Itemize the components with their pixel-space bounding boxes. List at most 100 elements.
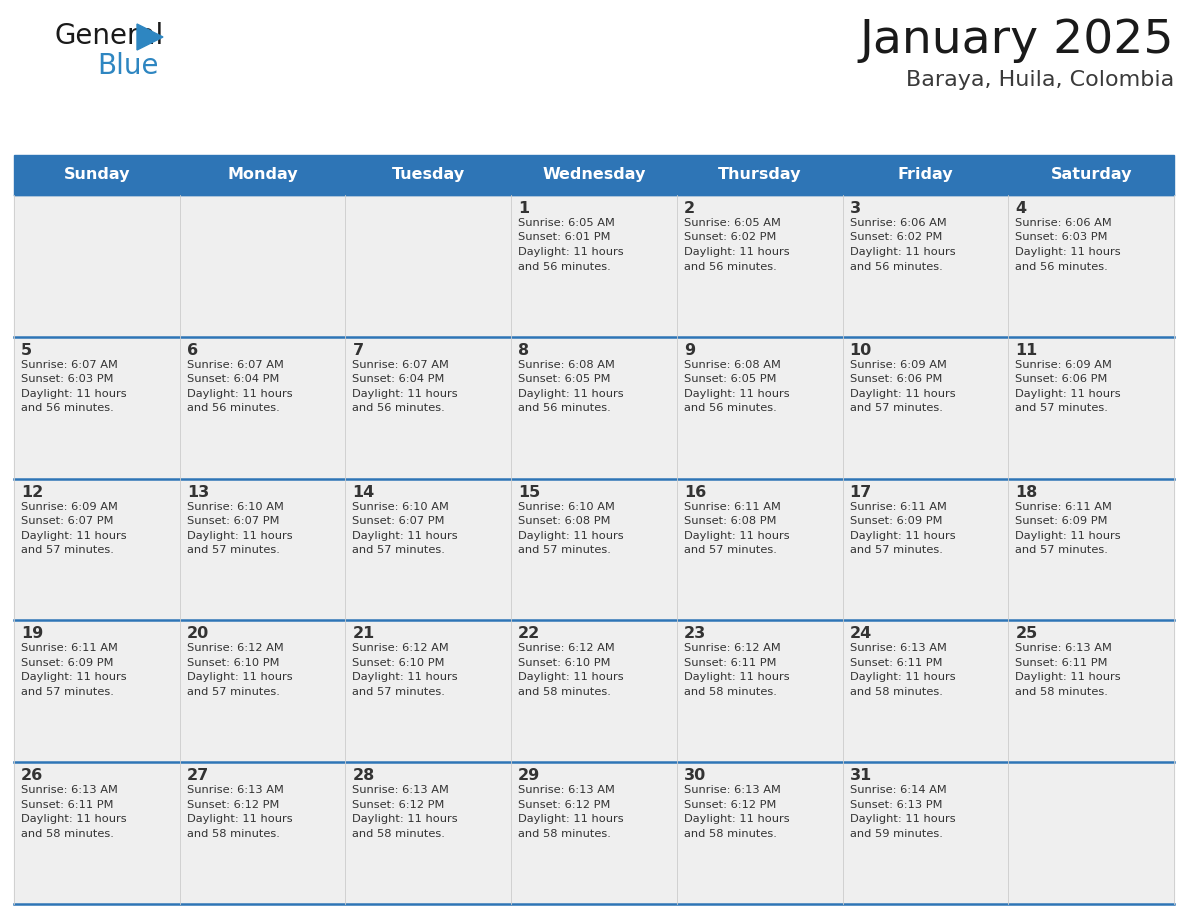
- Bar: [677, 337, 842, 478]
- Text: Daylight: 11 hours: Daylight: 11 hours: [187, 389, 292, 398]
- Text: Sunset: 6:09 PM: Sunset: 6:09 PM: [1016, 516, 1107, 526]
- Bar: [842, 195, 1009, 337]
- Text: Sunset: 6:10 PM: Sunset: 6:10 PM: [353, 658, 446, 668]
- Bar: [1009, 762, 1174, 904]
- Text: and 57 minutes.: and 57 minutes.: [21, 545, 114, 555]
- Bar: [1009, 195, 1174, 337]
- Text: Daylight: 11 hours: Daylight: 11 hours: [518, 531, 624, 541]
- Text: Sunset: 6:11 PM: Sunset: 6:11 PM: [849, 658, 942, 668]
- Text: Daylight: 11 hours: Daylight: 11 hours: [849, 389, 955, 398]
- Text: 13: 13: [187, 485, 209, 499]
- Text: Sunday: Sunday: [64, 167, 131, 183]
- Text: Daylight: 11 hours: Daylight: 11 hours: [353, 389, 459, 398]
- Text: Daylight: 11 hours: Daylight: 11 hours: [1016, 672, 1121, 682]
- Text: 12: 12: [21, 485, 43, 499]
- Text: Daylight: 11 hours: Daylight: 11 hours: [684, 531, 790, 541]
- Text: 19: 19: [21, 626, 43, 642]
- Text: Sunrise: 6:07 AM: Sunrise: 6:07 AM: [187, 360, 284, 370]
- Text: Daylight: 11 hours: Daylight: 11 hours: [684, 247, 790, 257]
- Text: and 56 minutes.: and 56 minutes.: [21, 403, 114, 413]
- Bar: [346, 478, 511, 621]
- Text: 17: 17: [849, 485, 872, 499]
- Text: and 57 minutes.: and 57 minutes.: [187, 545, 279, 555]
- Text: Daylight: 11 hours: Daylight: 11 hours: [518, 672, 624, 682]
- Text: Sunrise: 6:12 AM: Sunrise: 6:12 AM: [518, 644, 615, 654]
- Text: Daylight: 11 hours: Daylight: 11 hours: [21, 389, 127, 398]
- Text: 20: 20: [187, 626, 209, 642]
- Text: Sunset: 6:12 PM: Sunset: 6:12 PM: [684, 800, 776, 810]
- Text: Sunrise: 6:09 AM: Sunrise: 6:09 AM: [21, 501, 118, 511]
- Text: and 57 minutes.: and 57 minutes.: [21, 687, 114, 697]
- Text: Daylight: 11 hours: Daylight: 11 hours: [849, 672, 955, 682]
- Text: Sunset: 6:12 PM: Sunset: 6:12 PM: [518, 800, 611, 810]
- Text: Daylight: 11 hours: Daylight: 11 hours: [849, 814, 955, 824]
- Text: Daylight: 11 hours: Daylight: 11 hours: [187, 814, 292, 824]
- Bar: [179, 195, 346, 337]
- Text: Sunrise: 6:08 AM: Sunrise: 6:08 AM: [518, 360, 615, 370]
- Polygon shape: [137, 24, 163, 50]
- Text: 27: 27: [187, 768, 209, 783]
- Text: and 57 minutes.: and 57 minutes.: [684, 545, 777, 555]
- Bar: [677, 621, 842, 762]
- Text: and 57 minutes.: and 57 minutes.: [1016, 403, 1108, 413]
- Text: Sunrise: 6:11 AM: Sunrise: 6:11 AM: [684, 501, 781, 511]
- Text: Sunrise: 6:13 AM: Sunrise: 6:13 AM: [849, 644, 947, 654]
- Text: Daylight: 11 hours: Daylight: 11 hours: [684, 389, 790, 398]
- Bar: [14, 195, 179, 337]
- Text: Sunset: 6:04 PM: Sunset: 6:04 PM: [187, 375, 279, 385]
- Text: and 56 minutes.: and 56 minutes.: [518, 403, 611, 413]
- Bar: [14, 337, 179, 478]
- Text: Daylight: 11 hours: Daylight: 11 hours: [849, 247, 955, 257]
- Text: Daylight: 11 hours: Daylight: 11 hours: [21, 814, 127, 824]
- Text: Sunrise: 6:11 AM: Sunrise: 6:11 AM: [849, 501, 947, 511]
- Text: Sunset: 6:02 PM: Sunset: 6:02 PM: [849, 232, 942, 242]
- Text: Sunrise: 6:05 AM: Sunrise: 6:05 AM: [518, 218, 615, 228]
- Bar: [1009, 478, 1174, 621]
- Text: Sunrise: 6:10 AM: Sunrise: 6:10 AM: [353, 501, 449, 511]
- Text: and 56 minutes.: and 56 minutes.: [1016, 262, 1108, 272]
- Bar: [1009, 337, 1174, 478]
- Text: General: General: [55, 22, 164, 50]
- Text: 16: 16: [684, 485, 706, 499]
- Text: Sunset: 6:08 PM: Sunset: 6:08 PM: [684, 516, 776, 526]
- Text: Sunset: 6:11 PM: Sunset: 6:11 PM: [1016, 658, 1107, 668]
- Text: and 57 minutes.: and 57 minutes.: [187, 687, 279, 697]
- Text: Sunset: 6:10 PM: Sunset: 6:10 PM: [518, 658, 611, 668]
- Bar: [842, 337, 1009, 478]
- Text: Monday: Monday: [227, 167, 298, 183]
- Text: 14: 14: [353, 485, 374, 499]
- Text: Tuesday: Tuesday: [392, 167, 465, 183]
- Text: Sunrise: 6:14 AM: Sunrise: 6:14 AM: [849, 785, 947, 795]
- Text: Sunrise: 6:13 AM: Sunrise: 6:13 AM: [187, 785, 284, 795]
- Text: and 58 minutes.: and 58 minutes.: [1016, 687, 1108, 697]
- Text: and 58 minutes.: and 58 minutes.: [849, 687, 942, 697]
- Text: Sunrise: 6:08 AM: Sunrise: 6:08 AM: [684, 360, 781, 370]
- Text: Sunrise: 6:10 AM: Sunrise: 6:10 AM: [187, 501, 284, 511]
- Bar: [14, 621, 179, 762]
- Text: Sunrise: 6:13 AM: Sunrise: 6:13 AM: [353, 785, 449, 795]
- Text: Sunrise: 6:07 AM: Sunrise: 6:07 AM: [21, 360, 118, 370]
- Text: Sunrise: 6:13 AM: Sunrise: 6:13 AM: [1016, 644, 1112, 654]
- Text: and 56 minutes.: and 56 minutes.: [684, 403, 777, 413]
- Text: Daylight: 11 hours: Daylight: 11 hours: [353, 531, 459, 541]
- Text: Sunset: 6:11 PM: Sunset: 6:11 PM: [21, 800, 114, 810]
- Bar: [677, 195, 842, 337]
- Text: Daylight: 11 hours: Daylight: 11 hours: [21, 672, 127, 682]
- Text: Sunrise: 6:12 AM: Sunrise: 6:12 AM: [684, 644, 781, 654]
- Bar: [14, 155, 1174, 195]
- Text: 26: 26: [21, 768, 43, 783]
- Text: Baraya, Huila, Colombia: Baraya, Huila, Colombia: [905, 70, 1174, 90]
- Text: Sunrise: 6:10 AM: Sunrise: 6:10 AM: [518, 501, 615, 511]
- Text: and 59 minutes.: and 59 minutes.: [849, 829, 942, 839]
- Text: 31: 31: [849, 768, 872, 783]
- Text: 28: 28: [353, 768, 374, 783]
- Text: 30: 30: [684, 768, 706, 783]
- Text: Sunset: 6:03 PM: Sunset: 6:03 PM: [21, 375, 114, 385]
- Text: and 58 minutes.: and 58 minutes.: [518, 687, 611, 697]
- Text: Daylight: 11 hours: Daylight: 11 hours: [187, 531, 292, 541]
- Text: Sunrise: 6:11 AM: Sunrise: 6:11 AM: [21, 644, 118, 654]
- Bar: [179, 478, 346, 621]
- Text: Sunset: 6:07 PM: Sunset: 6:07 PM: [21, 516, 114, 526]
- Text: Sunrise: 6:13 AM: Sunrise: 6:13 AM: [684, 785, 781, 795]
- Text: Sunrise: 6:06 AM: Sunrise: 6:06 AM: [849, 218, 947, 228]
